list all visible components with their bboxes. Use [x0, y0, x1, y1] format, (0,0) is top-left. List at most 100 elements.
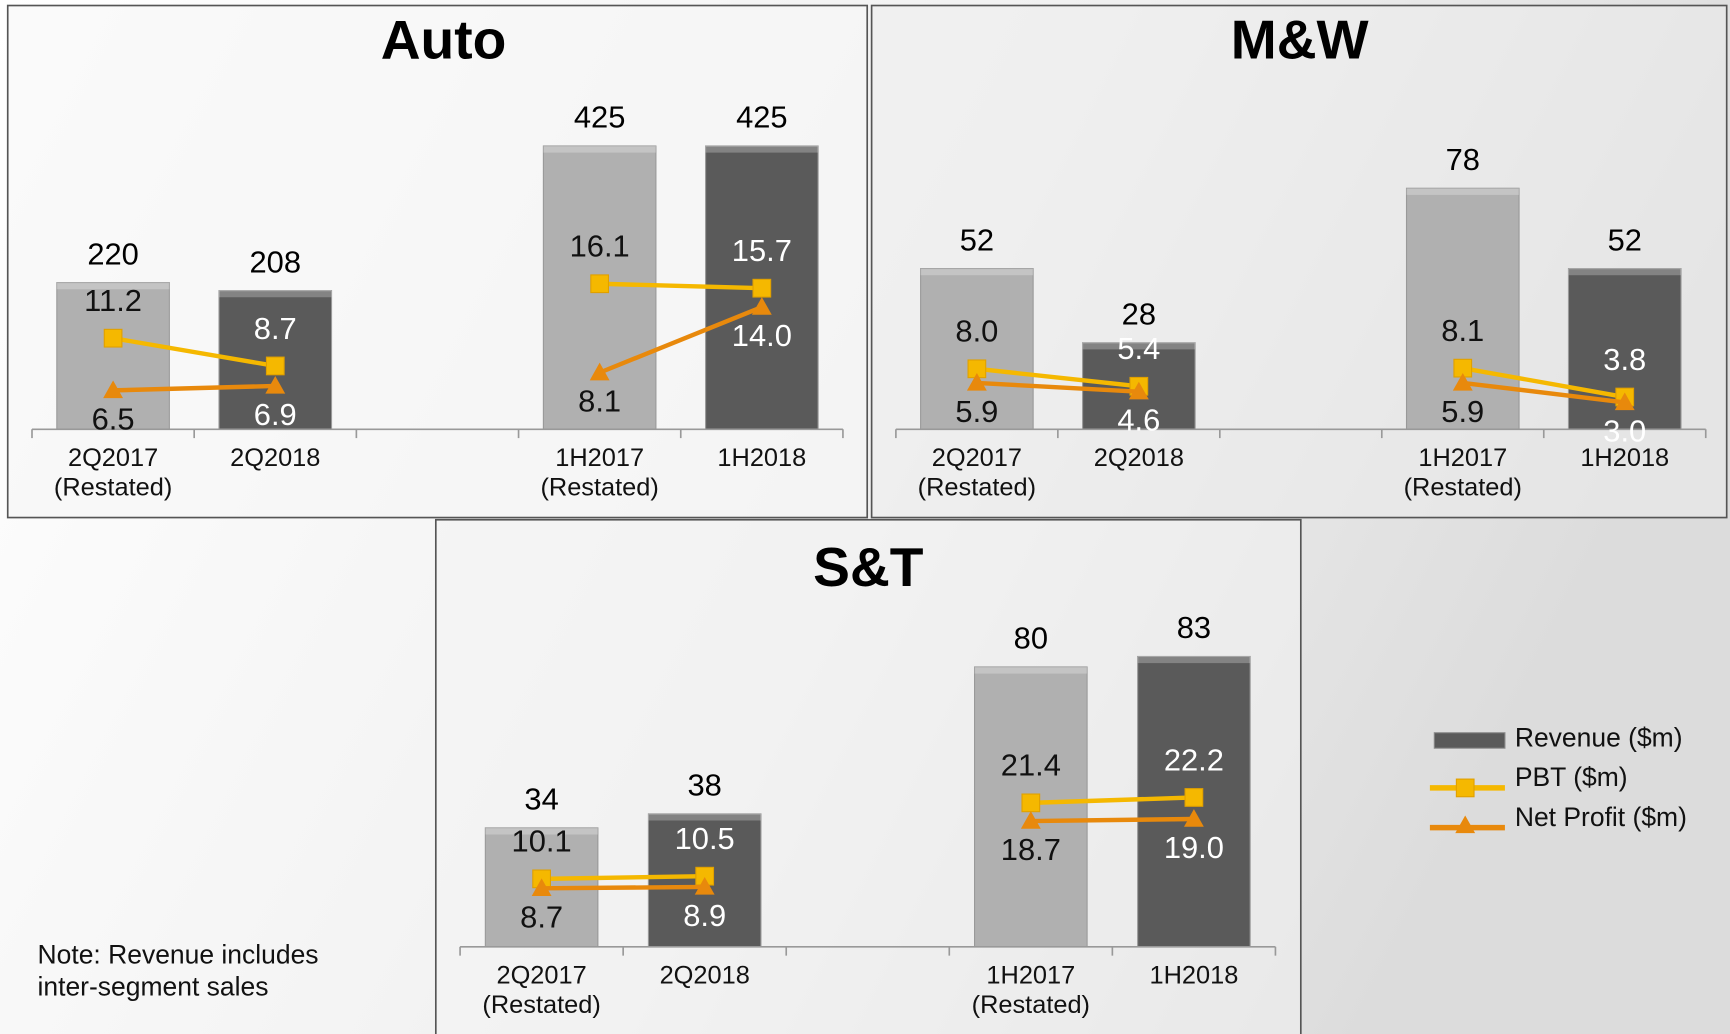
bar	[56, 282, 170, 430]
marker	[589, 362, 610, 381]
marker	[265, 356, 285, 376]
data-label: 6.9	[254, 397, 297, 432]
marker	[103, 380, 124, 399]
data-label: 5.9	[1441, 394, 1484, 429]
bar-cap	[974, 666, 1088, 674]
line	[113, 305, 763, 393]
bar-cap	[1406, 188, 1520, 195]
x-tick-label: (Restated)	[918, 474, 1036, 502]
x-tick-label: (Restated)	[482, 991, 600, 1019]
legend-label: Revenue ($m)	[1515, 722, 1683, 752]
line	[976, 365, 1626, 400]
chart-title: Auto	[381, 9, 507, 71]
data-label: 21.4	[1001, 748, 1061, 783]
data-label: 3.8	[1603, 342, 1646, 377]
bar-cap	[705, 145, 819, 153]
marker	[265, 376, 286, 394]
note: Note: Revenue includes	[38, 940, 319, 970]
bar-label: 52	[1608, 222, 1642, 257]
data-label: 5.4	[1117, 331, 1160, 366]
data-label: 8.7	[520, 899, 563, 934]
bar-cap	[1568, 268, 1682, 276]
marker	[1614, 392, 1635, 411]
marker	[103, 328, 123, 348]
x-tick-label: 2Q2017	[68, 444, 158, 472]
x-tick-label: 1H2018	[1580, 444, 1669, 472]
bar-cap	[543, 145, 656, 153]
x-tick-label: (Restated)	[540, 474, 658, 502]
bar-cap	[56, 282, 170, 290]
marker	[752, 278, 772, 298]
marker	[531, 878, 552, 897]
bar-label: 78	[1446, 142, 1480, 177]
marker	[590, 274, 610, 294]
x-tick-label: (Restated)	[54, 474, 172, 502]
marker	[1455, 778, 1475, 798]
data-label: 4.6	[1117, 403, 1160, 438]
data-label: 19.0	[1164, 830, 1224, 865]
x-tick-label: 1H2018	[1149, 961, 1238, 989]
bar-cap	[1137, 656, 1251, 664]
x-tick-label: 1H2017	[986, 961, 1075, 989]
data-label: 8.1	[1441, 313, 1484, 348]
line	[112, 281, 762, 369]
data-label: 10.1	[512, 824, 572, 859]
data-label: 8.0	[955, 314, 998, 349]
line	[541, 816, 1194, 891]
x-tick-label: (Restated)	[972, 991, 1090, 1019]
chart-title: S&T	[813, 536, 924, 598]
panel	[870, 4, 1728, 519]
marker	[1020, 811, 1041, 829]
data-label: 8.9	[683, 898, 726, 933]
bar-label: 28	[1122, 296, 1156, 331]
data-label: 16.1	[570, 229, 630, 264]
x-tick-label: 2Q2017	[932, 444, 1022, 472]
x-tick-label: 2Q2018	[1094, 444, 1184, 472]
data-label: 15.7	[732, 233, 792, 268]
legend-label: Net Profit ($m)	[1515, 802, 1687, 832]
marker	[751, 297, 772, 315]
bar-label: 425	[574, 100, 626, 135]
legend-swatch	[1433, 732, 1506, 749]
marker	[1021, 793, 1041, 813]
line	[976, 380, 1626, 405]
bar-cap	[219, 290, 332, 298]
marker	[1128, 381, 1149, 400]
x-tick-label: (Restated)	[1404, 474, 1522, 502]
line	[541, 795, 1194, 882]
bar-cap	[648, 813, 761, 821]
x-tick-label: 2Q2018	[660, 961, 750, 989]
bar-cap	[485, 827, 598, 835]
data-label: 6.5	[92, 401, 135, 436]
marker	[1184, 788, 1204, 807]
bar-label: 208	[250, 244, 302, 279]
data-label: 8.1	[578, 384, 621, 419]
marker	[1183, 809, 1204, 827]
bar-label: 425	[736, 100, 788, 135]
bar-label: 83	[1177, 610, 1211, 645]
data-label: 14.0	[732, 318, 792, 353]
marker	[966, 372, 987, 391]
marker	[1452, 372, 1473, 391]
bar-label: 52	[960, 222, 994, 257]
chart-title: M&W	[1231, 9, 1369, 71]
marker	[1455, 815, 1476, 834]
x-tick-label: 1H2018	[717, 444, 806, 472]
x-tick-label: 2Q2017	[496, 961, 586, 989]
bar-label: 80	[1014, 621, 1048, 656]
bar	[920, 268, 1034, 430]
x-tick-label: 2Q2018	[230, 444, 320, 472]
bar-label: 220	[87, 236, 139, 271]
data-label: 22.2	[1164, 742, 1224, 777]
data-label: 5.9	[955, 394, 998, 429]
data-label: 10.5	[675, 821, 735, 856]
bar-label: 34	[524, 782, 558, 817]
bar-label: 38	[688, 768, 722, 803]
data-label: 18.7	[1001, 832, 1061, 867]
bar-cap	[1082, 342, 1196, 350]
data-label: 11.2	[84, 283, 142, 318]
bar-cap	[920, 268, 1034, 276]
marker	[694, 877, 715, 895]
